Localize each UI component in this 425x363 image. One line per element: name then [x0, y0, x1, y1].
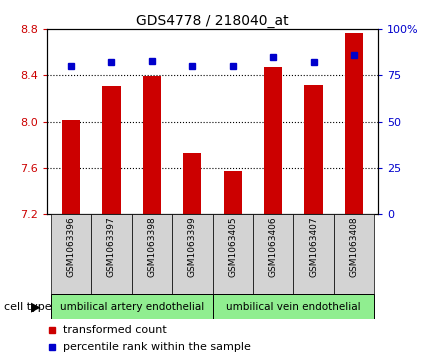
Bar: [293, 214, 334, 294]
Bar: [51, 294, 212, 319]
Text: GSM1063405: GSM1063405: [228, 217, 237, 277]
Text: GSM1063397: GSM1063397: [107, 217, 116, 277]
Bar: [334, 214, 374, 294]
Text: umbilical vein endothelial: umbilical vein endothelial: [226, 302, 361, 312]
Bar: [132, 214, 172, 294]
Text: percentile rank within the sample: percentile rank within the sample: [63, 342, 251, 352]
Bar: [212, 294, 374, 319]
Bar: [172, 214, 212, 294]
Bar: [183, 153, 201, 214]
Text: GSM1063396: GSM1063396: [66, 217, 76, 277]
Text: transformed count: transformed count: [63, 325, 167, 335]
Bar: [264, 67, 282, 214]
Bar: [91, 214, 132, 294]
Bar: [51, 214, 91, 294]
Text: GSM1063398: GSM1063398: [147, 217, 156, 277]
Bar: [212, 214, 253, 294]
Bar: [62, 121, 80, 214]
Bar: [224, 171, 242, 214]
Bar: [304, 85, 323, 214]
Text: cell type: cell type: [4, 302, 52, 312]
Bar: [345, 33, 363, 214]
Text: ▶: ▶: [31, 300, 41, 313]
Title: GDS4778 / 218040_at: GDS4778 / 218040_at: [136, 14, 289, 28]
Bar: [102, 86, 121, 214]
Bar: [253, 214, 293, 294]
Text: GSM1063408: GSM1063408: [349, 217, 359, 277]
Text: GSM1063399: GSM1063399: [188, 217, 197, 277]
Text: umbilical artery endothelial: umbilical artery endothelial: [60, 302, 204, 312]
Bar: [143, 77, 161, 214]
Text: GSM1063407: GSM1063407: [309, 217, 318, 277]
Text: GSM1063406: GSM1063406: [269, 217, 278, 277]
